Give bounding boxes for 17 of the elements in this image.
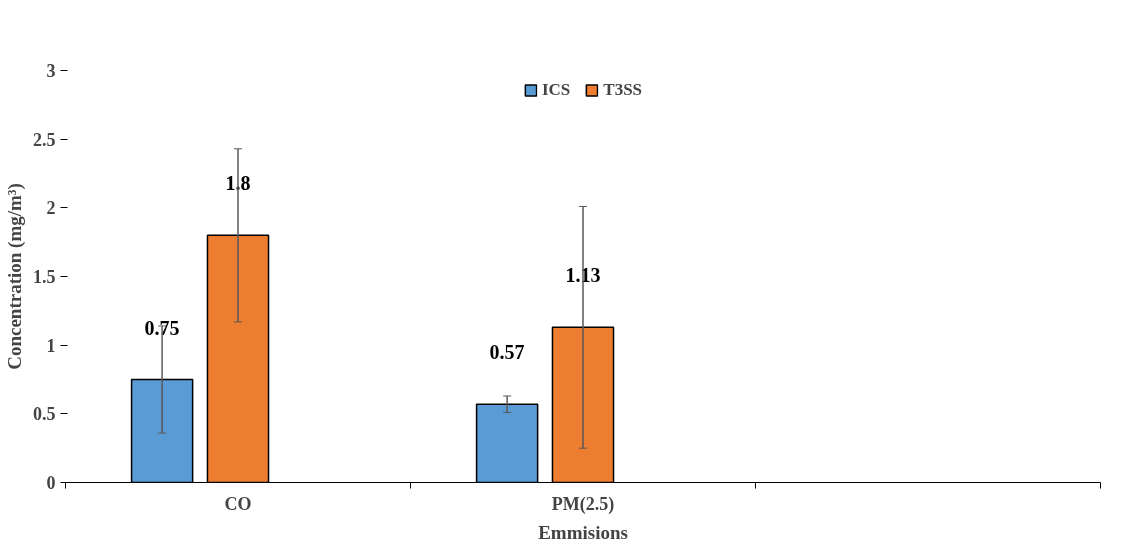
y-axis-title: Concentration (mg/m³)	[4, 183, 26, 370]
legend-label: T3SS	[603, 80, 643, 100]
y-tick-label: 1	[46, 335, 56, 356]
y-tick-label: 0	[46, 473, 56, 493]
legend-label: ICS	[541, 80, 571, 100]
data-label: 1.8	[225, 172, 251, 195]
data-label: 1.13	[565, 264, 601, 287]
data-label: 0.75	[144, 316, 180, 339]
x-tick-label: CO	[224, 493, 252, 514]
y-tick-label: 1.5	[33, 267, 56, 287]
data-label: 0.57	[489, 341, 525, 364]
y-tick-label: 0.5	[33, 404, 56, 425]
y-tick-label: 2	[46, 198, 56, 219]
x-axis-title: Emmisions	[538, 521, 628, 543]
x-tick-label: PM(2.5)	[551, 493, 615, 515]
y-tick-label: 3	[46, 61, 56, 81]
y-tick-label: 2.5	[33, 129, 56, 150]
